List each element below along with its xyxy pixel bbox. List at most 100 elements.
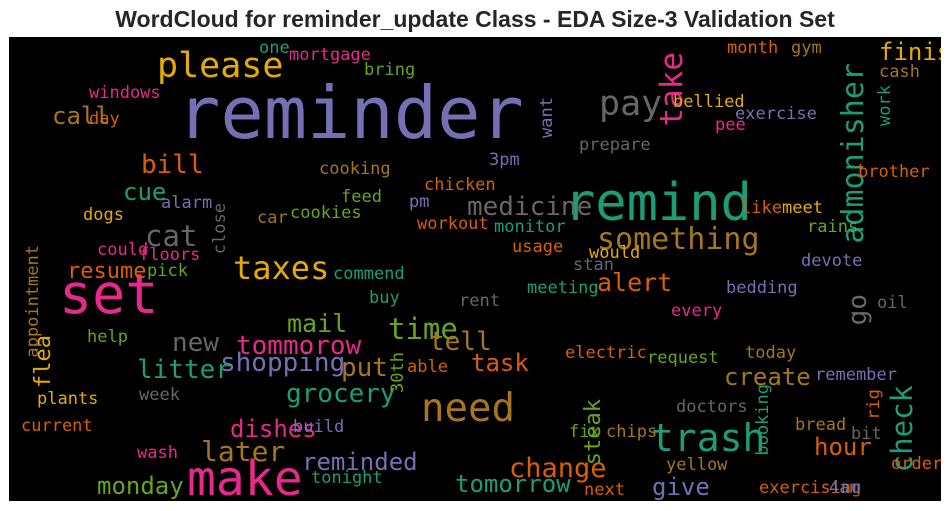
word-plants: plants bbox=[37, 389, 99, 409]
word-devote: devote bbox=[801, 251, 863, 271]
word-task: task bbox=[471, 349, 529, 377]
word-day: day bbox=[89, 109, 120, 129]
word-gym: gym bbox=[791, 38, 822, 58]
word-chips: chips bbox=[606, 422, 658, 442]
word-order: order bbox=[891, 454, 941, 474]
word-rig: rig bbox=[864, 389, 884, 420]
word-exercise: exercise bbox=[735, 104, 817, 124]
word-car: car bbox=[257, 208, 288, 228]
word-something: something bbox=[597, 222, 760, 257]
word-tomorrow: tomorrow bbox=[455, 470, 571, 498]
word-take: take bbox=[654, 52, 690, 127]
word-alarm: alarm bbox=[161, 193, 213, 213]
word-workout: workout bbox=[417, 214, 489, 234]
word-fix: fix bbox=[569, 422, 600, 442]
word-prepare: prepare bbox=[579, 135, 651, 155]
word-cooking: cooking bbox=[319, 159, 391, 179]
word-hour: hour bbox=[814, 433, 872, 461]
word-rent: rent bbox=[459, 291, 500, 311]
word-medicine: medicine bbox=[467, 192, 593, 222]
word-monitor: monitor bbox=[494, 217, 566, 237]
word-usage: usage bbox=[512, 237, 564, 257]
word-next: next bbox=[584, 480, 625, 500]
word-put: put bbox=[341, 353, 388, 383]
word-give: give bbox=[652, 473, 710, 501]
word-bedding: bedding bbox=[726, 278, 798, 298]
word-change: change bbox=[509, 453, 607, 484]
word-could: could bbox=[97, 240, 149, 260]
word-week: week bbox=[139, 385, 180, 405]
word-cue: cue bbox=[123, 178, 167, 206]
word-request: request bbox=[647, 348, 719, 368]
word-4am: 4am bbox=[829, 478, 860, 498]
word-resume: resume bbox=[67, 259, 147, 284]
word-electric: electric bbox=[565, 343, 647, 363]
word-remember: remember bbox=[815, 365, 897, 385]
word-litter: litter bbox=[137, 355, 231, 385]
word-build: build bbox=[293, 417, 345, 437]
word-chicken: chicken bbox=[424, 175, 496, 195]
word-reminded: reminded bbox=[302, 448, 418, 476]
word-close: close bbox=[210, 203, 230, 255]
word-pm: pm bbox=[409, 192, 430, 212]
word-want: want bbox=[537, 97, 557, 138]
word-new: new bbox=[172, 328, 219, 358]
word-finish: finish bbox=[879, 38, 941, 66]
word-need: need bbox=[421, 386, 515, 431]
word-mail: mail bbox=[287, 309, 348, 338]
word-shopping: shopping bbox=[220, 348, 346, 378]
word-tell: tell bbox=[429, 327, 492, 357]
word-booking: booking bbox=[753, 384, 773, 456]
word-set: set bbox=[59, 262, 159, 326]
word-brother: brother bbox=[858, 162, 930, 182]
word-later: later bbox=[201, 435, 286, 468]
word-commend: commend bbox=[333, 264, 405, 284]
word-current: current bbox=[21, 416, 93, 436]
word-make: make bbox=[187, 451, 303, 501]
word-would: would bbox=[589, 243, 641, 263]
word-create: create bbox=[724, 363, 811, 391]
word-work: work bbox=[875, 85, 895, 126]
word-able: able bbox=[407, 357, 448, 377]
word-bellied: bellied bbox=[673, 92, 745, 112]
word-help: help bbox=[87, 327, 128, 347]
word-today: today bbox=[745, 343, 797, 363]
word-bread: bread bbox=[795, 415, 847, 435]
word-tonight: tonight bbox=[311, 468, 383, 488]
word-taxes: taxes bbox=[233, 249, 330, 287]
word-trash: trash bbox=[651, 416, 766, 460]
word-remind: remind bbox=[564, 173, 752, 233]
word-3pm: 3pm bbox=[489, 150, 520, 170]
word-every: every bbox=[671, 301, 723, 321]
chart-title: WordCloud for reminder_update Class - ED… bbox=[115, 6, 835, 32]
word-rains: rains bbox=[807, 217, 859, 237]
word-call: call bbox=[52, 102, 110, 130]
word-buy: buy bbox=[369, 288, 400, 308]
word-stan: stan bbox=[573, 255, 614, 275]
word-wash: wash bbox=[137, 443, 178, 463]
word-like: like bbox=[741, 198, 782, 218]
word-meeting: meeting bbox=[527, 278, 599, 298]
word-exercising: exercising bbox=[759, 478, 862, 498]
word-floors: floors bbox=[139, 245, 201, 265]
word-pay: pay bbox=[599, 84, 663, 124]
word-bring: bring bbox=[364, 60, 416, 80]
word-mortgage: mortgage bbox=[289, 45, 371, 65]
word-one: one bbox=[259, 38, 290, 58]
word-30th: 30th bbox=[388, 352, 408, 393]
word-doctors: doctors bbox=[676, 397, 748, 417]
word-reminder: reminder bbox=[177, 71, 524, 155]
word-meet: meet bbox=[782, 198, 823, 218]
word-cat: cat bbox=[145, 219, 198, 253]
word-month: month bbox=[727, 38, 779, 58]
word-go: go bbox=[843, 294, 873, 326]
word-please: please bbox=[157, 46, 284, 86]
word-alert: alert bbox=[597, 268, 673, 297]
word-bill: bill bbox=[141, 150, 204, 180]
word-cookies: cookies bbox=[290, 203, 362, 223]
word-pick: pick bbox=[147, 261, 188, 281]
word-oil: oil bbox=[877, 293, 908, 313]
word-grocery: grocery bbox=[286, 379, 396, 409]
word-yellow: yellow bbox=[666, 455, 728, 475]
word-feed: feed bbox=[341, 187, 382, 207]
